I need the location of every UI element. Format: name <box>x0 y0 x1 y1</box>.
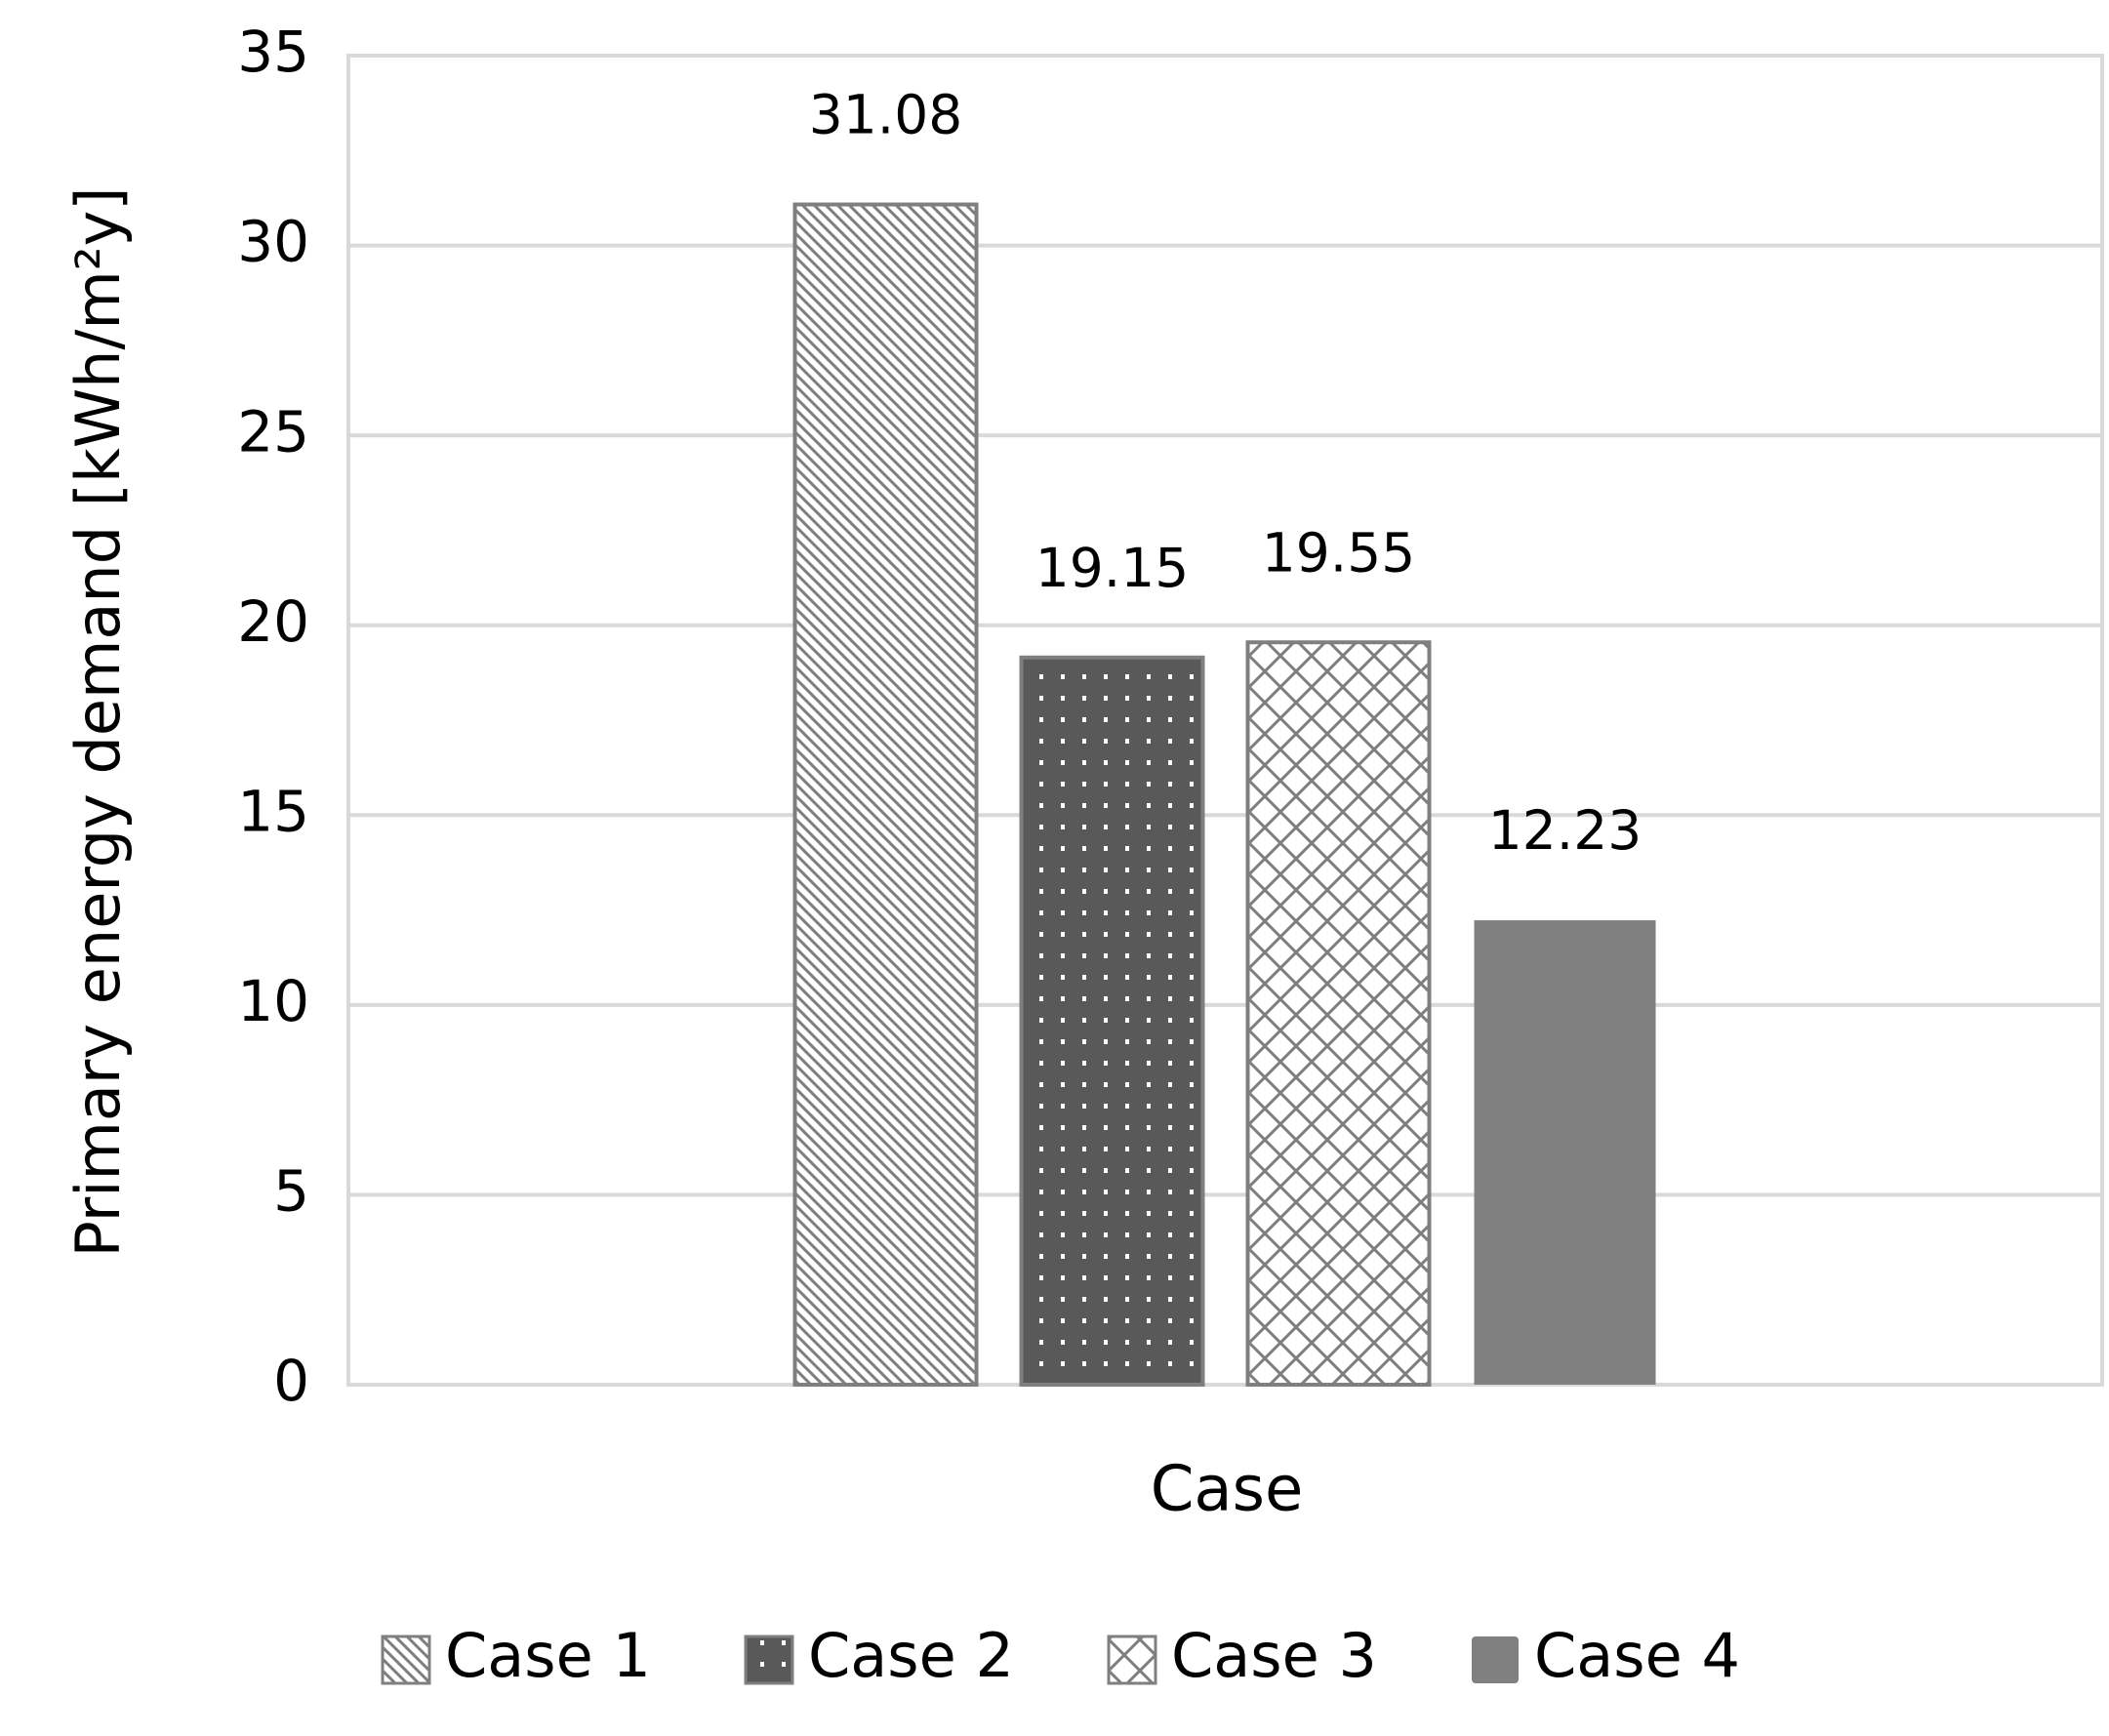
legend-swatch <box>1472 1636 1519 1683</box>
legend-label: Case 4 <box>1534 1620 1740 1691</box>
legend-label: Case 2 <box>808 1620 1014 1691</box>
y-tick-label: 10 <box>237 968 309 1034</box>
bar <box>1245 640 1432 1387</box>
plot-border <box>346 54 2104 1387</box>
y-tick-label: 0 <box>273 1348 309 1414</box>
y-tick-label: 30 <box>237 209 309 275</box>
legend-label: Case 1 <box>445 1620 651 1691</box>
y-tick-label: 35 <box>237 19 309 85</box>
x-axis-title: Case <box>1151 1454 1304 1526</box>
legend-swatch <box>744 1635 794 1685</box>
legend-swatch <box>381 1635 431 1685</box>
bar <box>792 202 979 1388</box>
data-label: 19.15 <box>1035 537 1189 599</box>
legend-swatch <box>1107 1635 1157 1685</box>
legend-label: Case 3 <box>1171 1620 1377 1691</box>
bar <box>1474 920 1656 1385</box>
data-label: 19.55 <box>1262 521 1415 584</box>
data-label: 12.23 <box>1488 799 1642 862</box>
data-label: 31.08 <box>809 84 962 146</box>
y-axis-title: Primary energy demand [kWh/m²y] <box>62 187 134 1258</box>
y-tick-label: 5 <box>273 1158 309 1225</box>
y-tick-label: 15 <box>237 778 309 844</box>
y-tick-label: 20 <box>237 588 309 655</box>
y-tick-label: 25 <box>237 398 309 464</box>
bar <box>1019 655 1205 1387</box>
